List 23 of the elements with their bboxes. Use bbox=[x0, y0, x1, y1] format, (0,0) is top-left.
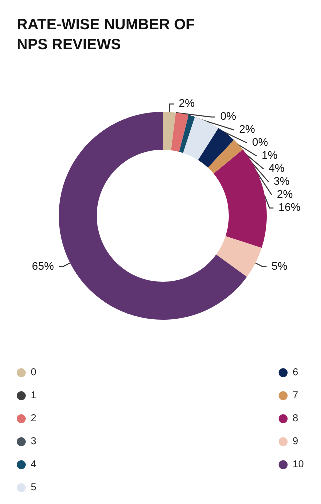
data-label: 3% bbox=[274, 176, 290, 188]
legend-label: 7 bbox=[292, 390, 299, 402]
legend-label: 1 bbox=[31, 390, 37, 402]
data-label: 4% bbox=[268, 163, 285, 176]
legend-label: 4 bbox=[31, 460, 37, 470]
legend-label: 3 bbox=[31, 436, 37, 448]
legend-label: 5 bbox=[31, 482, 37, 494]
legend-label: 2 bbox=[31, 414, 37, 424]
data-label: 2% bbox=[277, 189, 294, 202]
chart-title: RATE-WISE NUMBER OF NPS REVIEWS bbox=[17, 16, 200, 54]
data-label: 1% bbox=[262, 150, 278, 162]
data-label: 5% bbox=[272, 260, 288, 273]
text: 0% bbox=[220, 111, 236, 124]
legend-label: 6 bbox=[292, 368, 299, 378]
data-label: 2% bbox=[179, 98, 196, 110]
legend-label: 0 bbox=[31, 368, 37, 378]
legend-label: 8 bbox=[292, 414, 299, 424]
data-label: 16% bbox=[278, 202, 301, 214]
data-label: 2% bbox=[239, 124, 256, 136]
legend-label: 9 bbox=[292, 436, 299, 448]
data-label: 65% bbox=[32, 260, 54, 273]
legend-label: 10 bbox=[292, 460, 304, 470]
text: 0% bbox=[252, 137, 268, 150]
